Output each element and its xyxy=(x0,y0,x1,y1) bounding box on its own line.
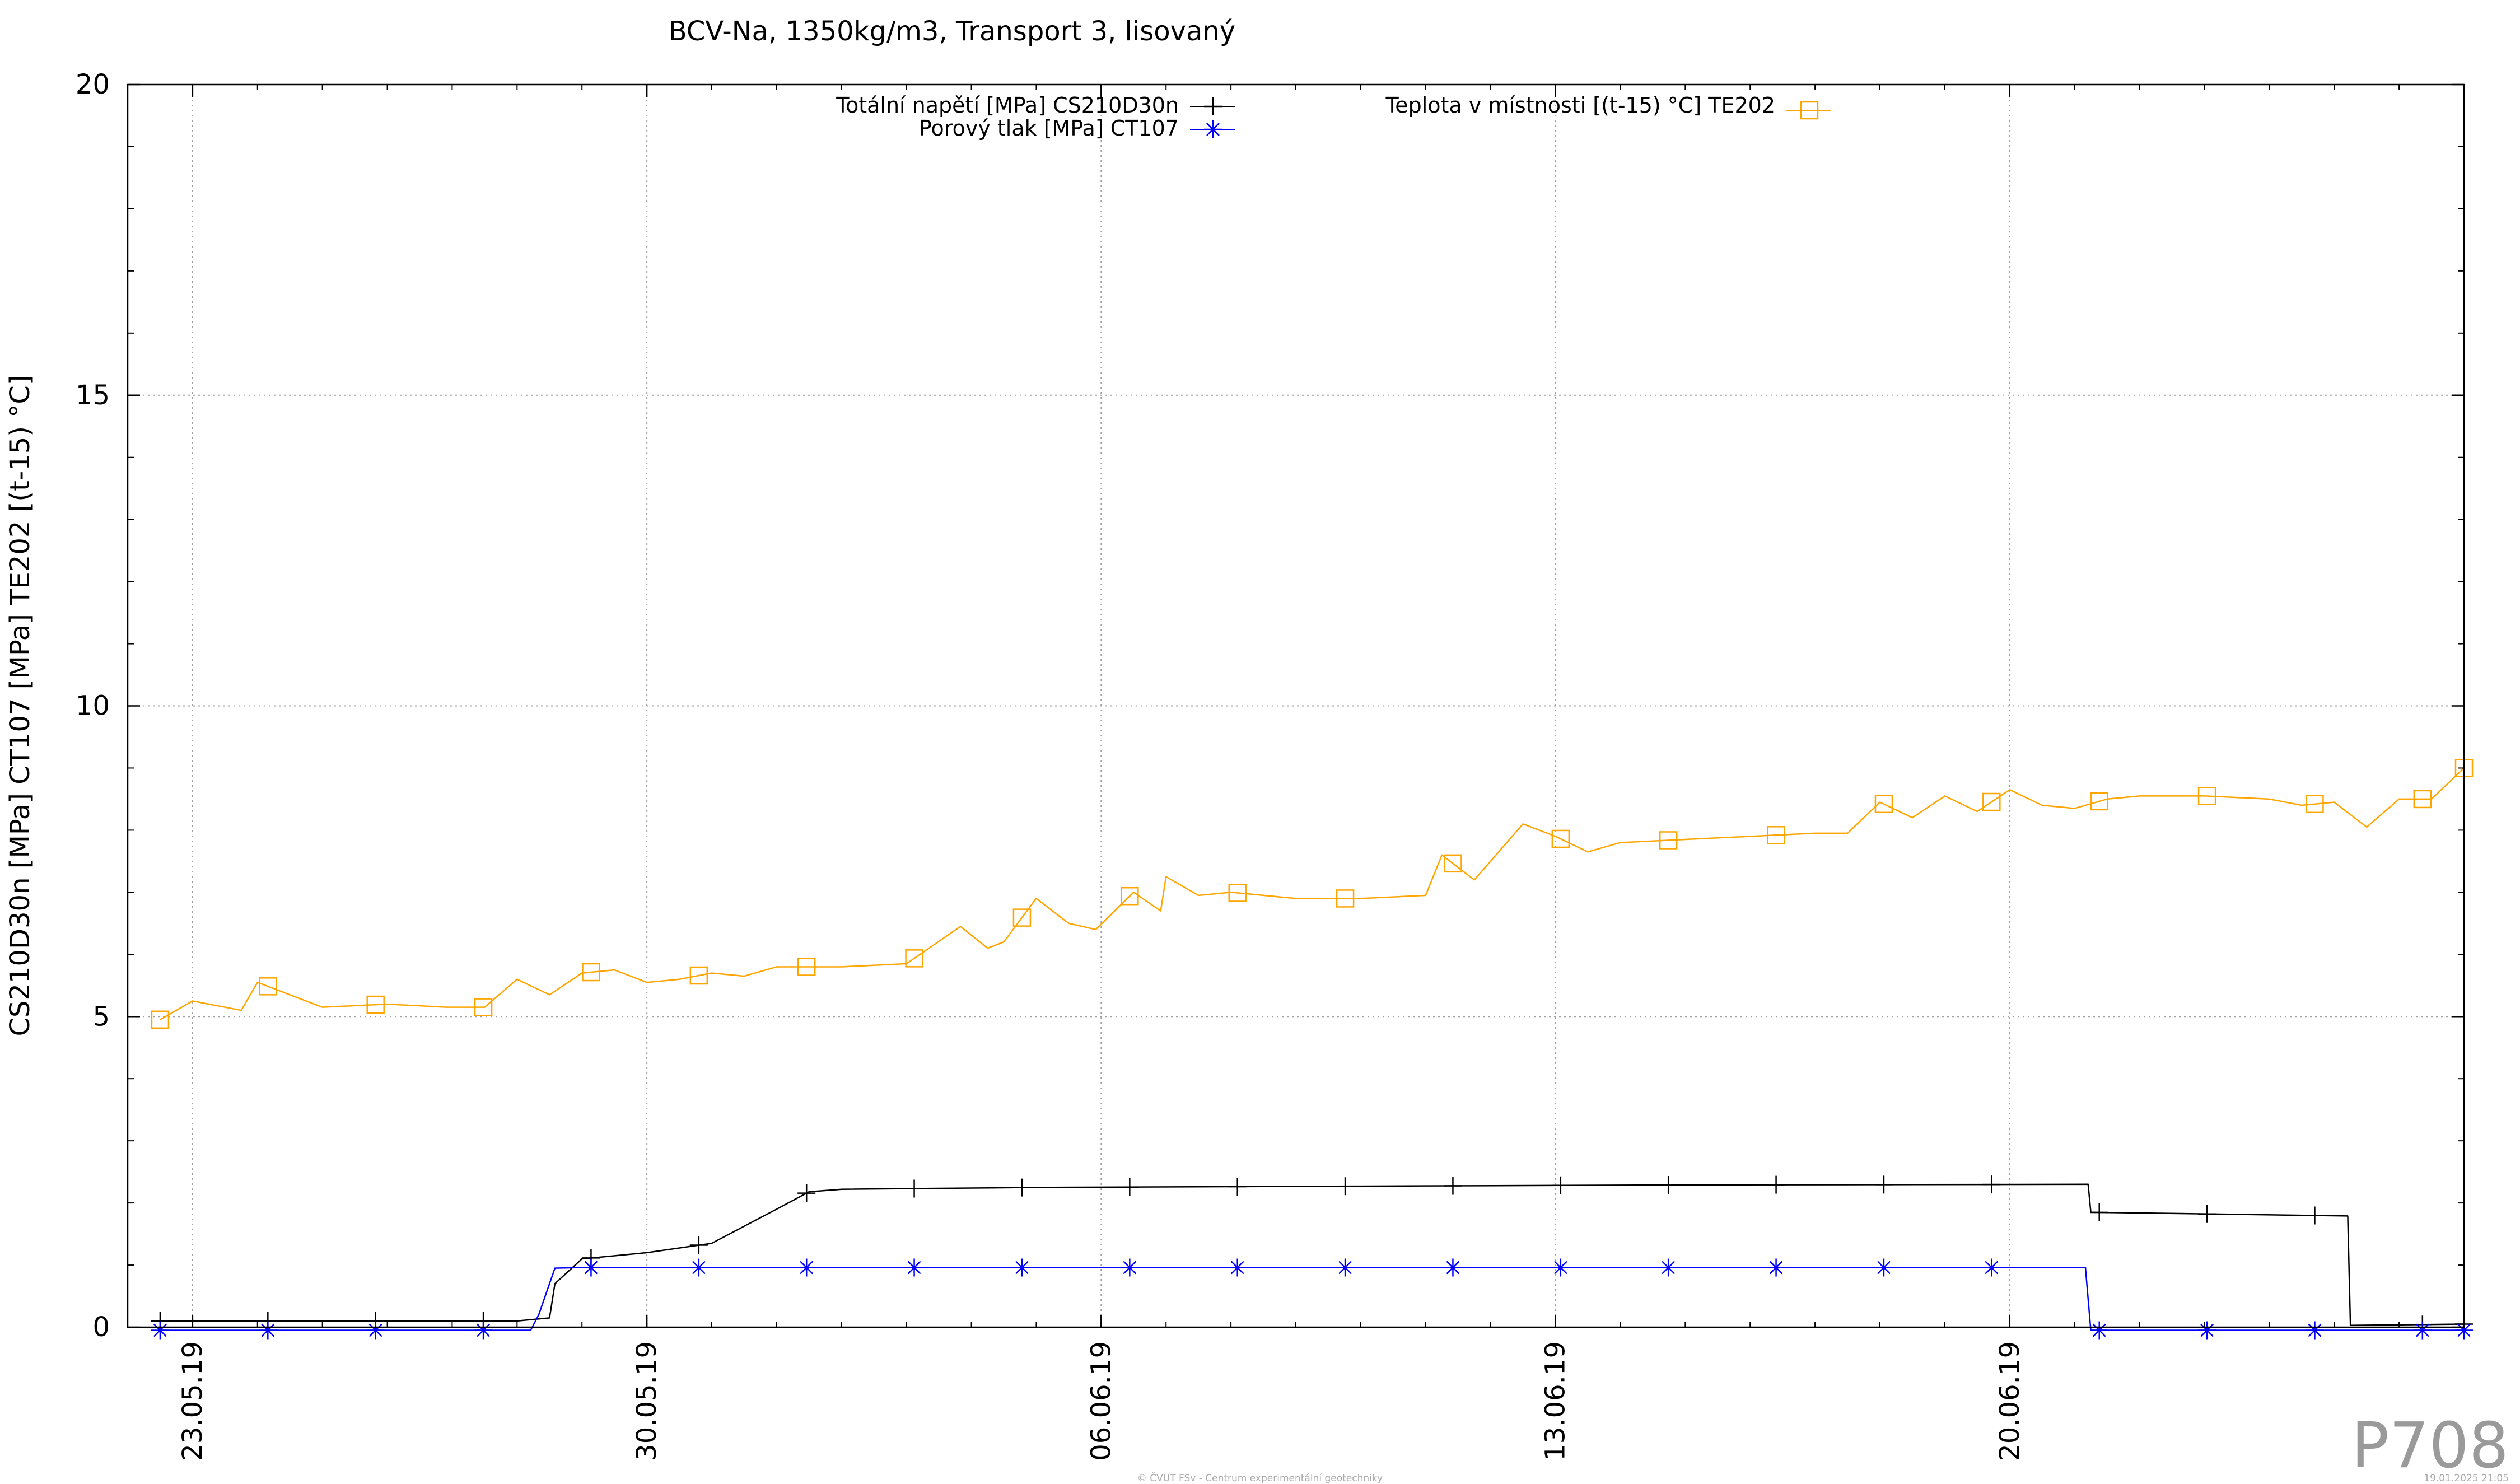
legend-item-ct107: Porový tlak [MPa] CT107 xyxy=(919,116,1235,141)
x-tick-label: 13.06.19 xyxy=(1540,1341,1571,1461)
marker-te202 xyxy=(2197,787,2216,805)
marker-ct107 xyxy=(1874,1258,1893,1277)
marker-te202 xyxy=(905,949,923,968)
marker-cs210 xyxy=(1659,1176,1678,1194)
marker-ct107 xyxy=(2306,1321,2324,1340)
series-ct107 xyxy=(151,1258,2473,1340)
x-tick-label: 23.05.19 xyxy=(177,1341,208,1461)
marker-ct107 xyxy=(151,1321,169,1340)
marker-cs210 xyxy=(1551,1176,1570,1194)
marker-cs210 xyxy=(905,1179,923,1198)
marker-ct107 xyxy=(1444,1258,1462,1277)
marker-te202 xyxy=(1012,908,1032,927)
marker-ct107 xyxy=(2413,1321,2432,1340)
marker-cs210 xyxy=(1767,1175,1785,1194)
marker-ct107 xyxy=(797,1258,816,1277)
marker-te202 xyxy=(582,963,600,982)
x-tick-label: 30.05.19 xyxy=(631,1341,662,1461)
legend: Totální napětí [MPa] CS210D30n Porový tl… xyxy=(836,93,1831,141)
grid xyxy=(128,85,2464,1327)
marker-ct107 xyxy=(2455,1321,2473,1340)
marker-ct107 xyxy=(1121,1258,1139,1277)
watermark: P708 xyxy=(2351,1410,2509,1482)
marker-ct107 xyxy=(905,1258,923,1277)
marker-ct107 xyxy=(366,1321,385,1340)
marker-te202 xyxy=(689,966,708,985)
marker-cs210 xyxy=(1874,1175,1893,1194)
marker-cs210 xyxy=(2090,1203,2108,1221)
legend-marker-cs210 xyxy=(1204,97,1222,115)
footer-copyright: © ČVUT FSv - Centrum experimentální geot… xyxy=(1137,1472,1383,1484)
marker-cs210 xyxy=(1444,1177,1462,1195)
marker-cs210 xyxy=(2198,1205,2216,1223)
marker-ct107 xyxy=(1336,1258,1355,1277)
series-te202 xyxy=(151,759,2474,1029)
series-layer xyxy=(151,759,2474,1340)
y-axis-label: CS210D30n [MPa] CT107 [MPa] TE202 [(t-15… xyxy=(4,375,36,1036)
marker-ct107 xyxy=(1767,1258,1785,1277)
marker-te202 xyxy=(1444,854,1462,873)
marker-ct107 xyxy=(259,1321,277,1340)
marker-te202 xyxy=(1982,792,2001,811)
marker-ct107 xyxy=(1551,1258,1570,1277)
legend-label-cs210: Totální napětí [MPa] CS210D30n xyxy=(836,93,1179,118)
marker-ct107 xyxy=(1982,1258,2001,1277)
marker-te202 xyxy=(1767,826,1785,844)
marker-cs210 xyxy=(1336,1177,1355,1196)
marker-cs210 xyxy=(1012,1178,1031,1197)
y-tick-label: 5 xyxy=(92,1001,110,1032)
marker-cs210 xyxy=(2306,1206,2324,1225)
marker-ct107 xyxy=(474,1321,493,1340)
legend-marker-te202 xyxy=(1800,101,1819,120)
marker-te202 xyxy=(366,995,385,1014)
legend-label-ct107: Porový tlak [MPa] CT107 xyxy=(919,116,1179,141)
chart-title: BCV-Na, 1350kg/m3, Transport 3, lisovaný xyxy=(669,16,1235,47)
marker-te202 xyxy=(2413,790,2432,809)
marker-te202 xyxy=(2306,795,2324,814)
y-tick-label: 0 xyxy=(92,1312,110,1343)
legend-marker-ct107 xyxy=(1204,120,1222,138)
x-axis: 23.05.19 30.05.19 06.06.19 13.06.19 20.06.19 xyxy=(177,85,2400,1461)
marker-te202 xyxy=(797,958,816,976)
marker-cs210 xyxy=(1121,1178,1139,1196)
legend-item-cs210: Totální napětí [MPa] CS210D30n xyxy=(836,93,1235,118)
legend-item-te202: Teplota v místnosti [(t-15) °C] TE202 xyxy=(1385,93,1831,120)
series-line-ct107 xyxy=(160,1267,2464,1331)
marker-te202 xyxy=(1336,889,1355,908)
marker-te202 xyxy=(259,977,277,996)
marker-ct107 xyxy=(582,1258,600,1277)
marker-ct107 xyxy=(2198,1321,2216,1340)
y-tick-label: 15 xyxy=(76,380,110,411)
series-cs210 xyxy=(151,1175,2473,1334)
marker-te202 xyxy=(1659,831,1678,850)
marker-te202 xyxy=(474,998,493,1016)
legend-label-te202: Teplota v místnosti [(t-15) °C] TE202 xyxy=(1385,93,1775,118)
marker-te202 xyxy=(151,1010,170,1029)
y-tick-label: 10 xyxy=(76,690,110,722)
marker-cs210 xyxy=(797,1184,816,1202)
footer-timestamp: 19.01.2025 21:05 xyxy=(2424,1473,2509,1484)
marker-cs210 xyxy=(1982,1175,2001,1194)
marker-te202 xyxy=(1228,884,1247,902)
marker-te202 xyxy=(1874,795,1893,814)
y-tick-label: 20 xyxy=(76,69,110,100)
marker-te202 xyxy=(1121,886,1139,906)
x-tick-label: 06.06.19 xyxy=(1085,1341,1117,1461)
marker-ct107 xyxy=(1659,1258,1678,1277)
x-tick-label: 20.06.19 xyxy=(1994,1341,2026,1461)
marker-ct107 xyxy=(1012,1258,1031,1277)
y-axis: 0 5 10 15 20 xyxy=(76,69,2464,1343)
marker-ct107 xyxy=(689,1258,708,1277)
marker-cs210 xyxy=(1228,1177,1247,1196)
marker-te202 xyxy=(1551,829,1570,848)
marker-ct107 xyxy=(1228,1258,1247,1277)
marker-cs210 xyxy=(689,1236,708,1254)
marker-te202 xyxy=(2090,792,2108,811)
marker-ct107 xyxy=(2090,1321,2108,1340)
